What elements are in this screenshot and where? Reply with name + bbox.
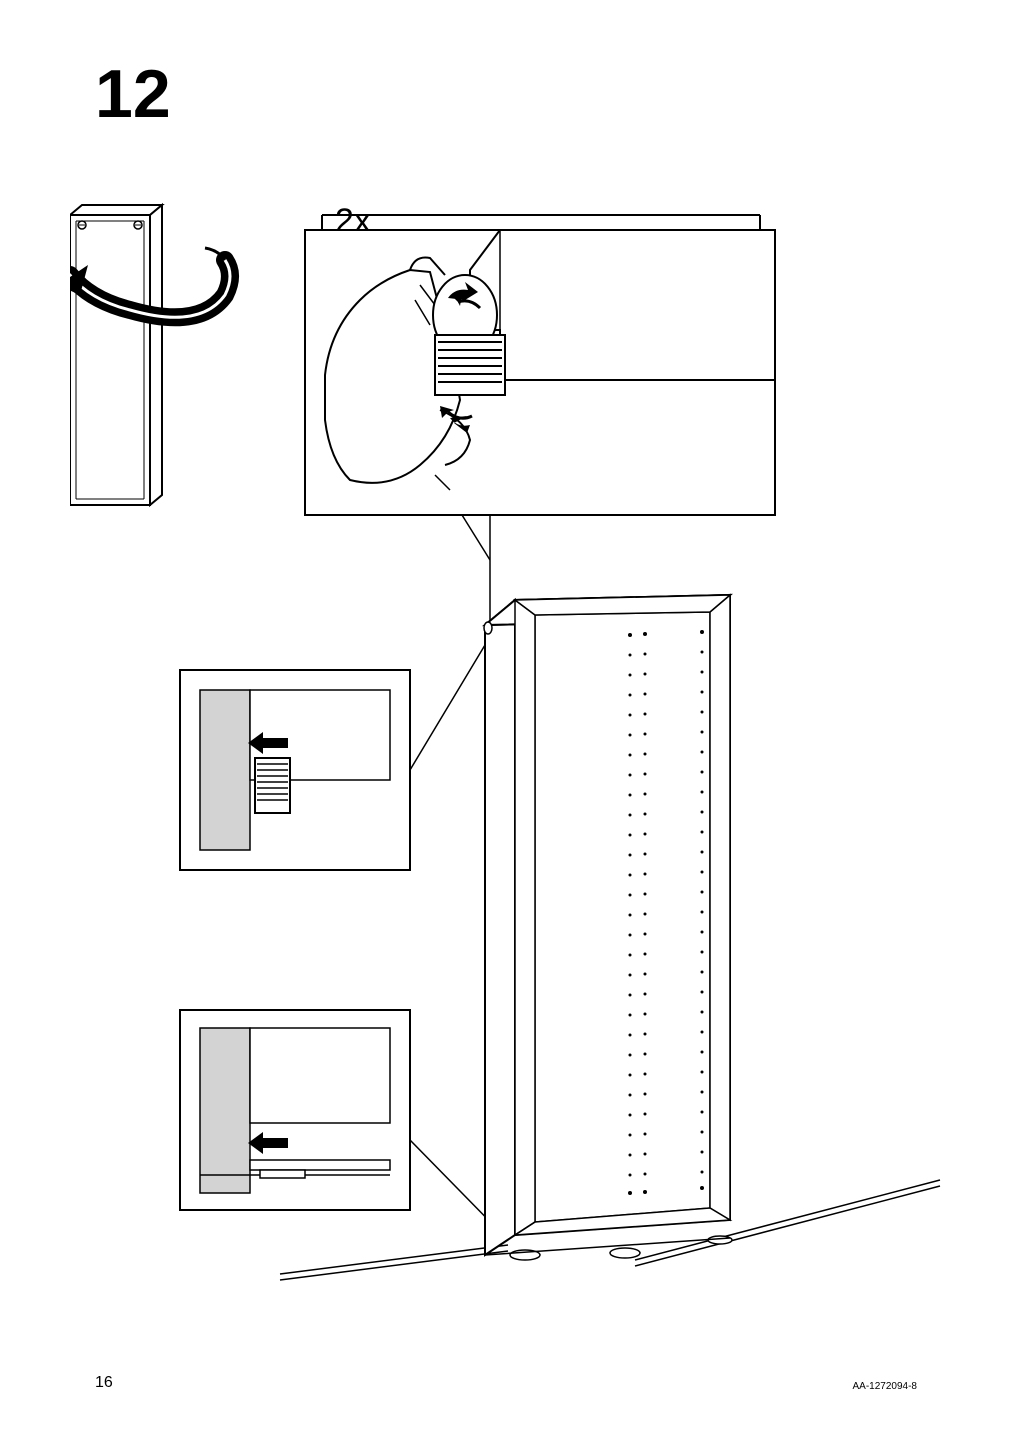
step-number: 12 xyxy=(95,55,171,133)
detail-panel-top xyxy=(305,215,775,622)
page-number: 16 xyxy=(95,1374,113,1392)
document-id: AA-1272094-8 xyxy=(853,1381,918,1392)
assembly-diagram: 2x xyxy=(70,180,950,1320)
detail-panel-bottom xyxy=(180,1010,508,1240)
diagram-svg xyxy=(70,180,950,1320)
small-cabinet-icon xyxy=(70,205,162,505)
page-container: 12 2x xyxy=(0,0,1012,1432)
detail-panel-middle xyxy=(180,640,488,870)
